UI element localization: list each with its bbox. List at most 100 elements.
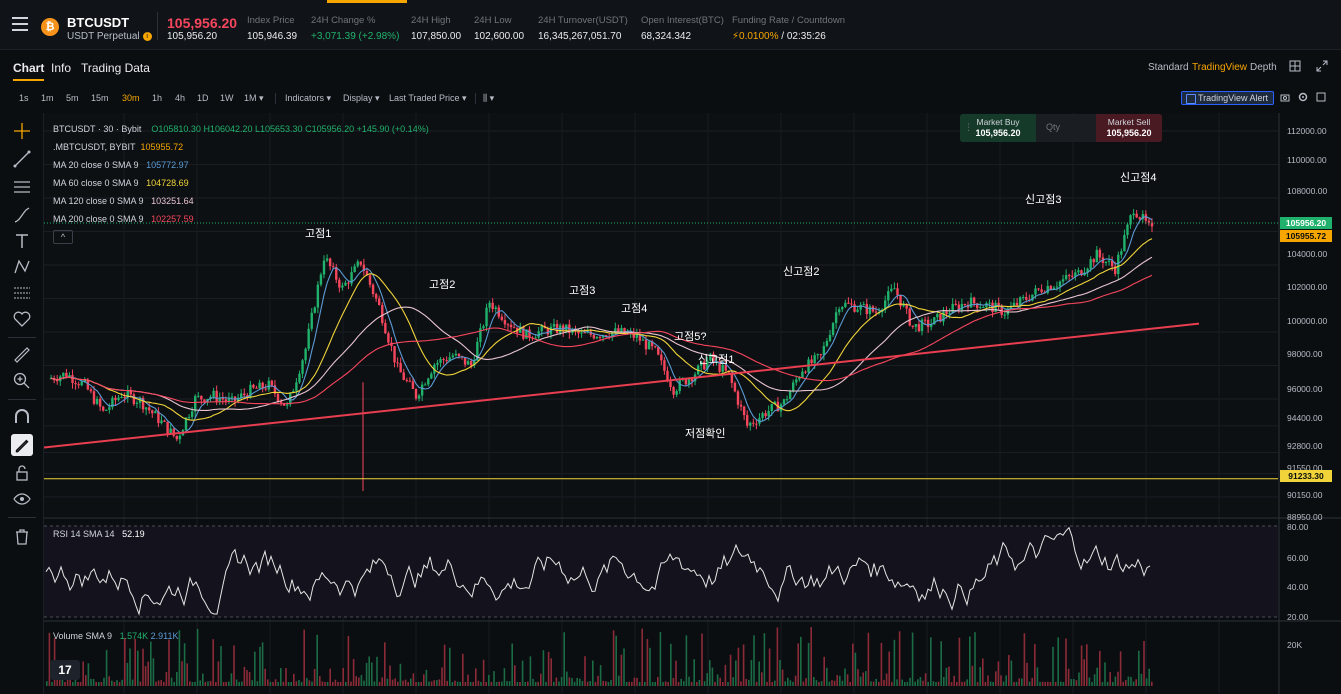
- view-depth[interactable]: Depth: [1250, 62, 1277, 73]
- view-standard[interactable]: Standard: [1148, 62, 1189, 73]
- chart-area[interactable]: [44, 113, 1341, 694]
- volume-bar: [326, 681, 329, 686]
- timeframe-1m[interactable]: 1m: [41, 93, 54, 103]
- lock-icon[interactable]: [12, 463, 32, 483]
- candle-body: [190, 411, 194, 417]
- rsi-axis-label: 80.00: [1287, 522, 1309, 532]
- fullscreen-chart-icon[interactable]: [1316, 92, 1326, 102]
- volume-bar: [828, 681, 831, 686]
- timeframe-1m-month[interactable]: 1M ▾: [244, 93, 264, 103]
- volume-bar: [644, 682, 646, 686]
- menu-icon[interactable]: [12, 17, 28, 31]
- volume-bar: [703, 681, 706, 686]
- legend-collapse-button[interactable]: ^: [53, 230, 73, 244]
- volume-bar: [654, 681, 656, 686]
- candle-body: [448, 357, 451, 362]
- candle-body: [89, 389, 93, 392]
- volume-bar: [573, 681, 576, 686]
- volume-bar: [355, 676, 357, 686]
- volume-bar: [243, 666, 246, 686]
- volume-bar: [298, 680, 300, 686]
- volume-bar: [657, 676, 659, 686]
- drag-handle-icon[interactable]: ⋮: [964, 122, 973, 132]
- volume-bar: [61, 677, 64, 686]
- indicators-menu[interactable]: Indicators ▾: [285, 93, 332, 103]
- volume-bar: [295, 681, 298, 686]
- price-type-menu[interactable]: Last Traded Price ▾: [389, 93, 467, 103]
- qty-input[interactable]: Qty: [1046, 122, 1061, 132]
- zoom-in-icon[interactable]: [12, 371, 32, 391]
- brush-icon[interactable]: [12, 205, 32, 225]
- drawing-mode-toggle[interactable]: [11, 434, 33, 456]
- candle-body: [948, 312, 951, 315]
- volume-bar: [64, 681, 66, 686]
- tradingview-alert-button[interactable]: TradingView Alert: [1181, 91, 1275, 105]
- candle-body: [111, 397, 114, 408]
- settings-gear-icon[interactable]: [1298, 92, 1308, 102]
- volume-bar: [503, 668, 506, 686]
- camera-icon[interactable]: [1280, 92, 1290, 102]
- layout-grid-icon[interactable]: [1289, 60, 1301, 72]
- candle-body: [595, 336, 599, 339]
- tab-chart[interactable]: Chart: [13, 61, 45, 81]
- candle-body: [264, 388, 267, 390]
- candle-body: [92, 391, 96, 404]
- candle-body: [902, 304, 905, 307]
- candle-body: [132, 394, 136, 404]
- volume-bar: [98, 681, 100, 686]
- candle-body: [184, 417, 188, 430]
- ruler-icon[interactable]: [12, 345, 32, 365]
- tradingview-logo[interactable]: 17: [50, 660, 80, 680]
- trash-icon[interactable]: [12, 527, 32, 547]
- info-icon[interactable]: i: [142, 31, 152, 41]
- favorite-heart-icon[interactable]: [12, 309, 32, 329]
- volume-bar: [820, 681, 823, 686]
- volume-bar: [1078, 672, 1080, 686]
- symbol-name[interactable]: BTCUSDT: [67, 15, 130, 30]
- price-chart-canvas[interactable]: [44, 113, 1341, 694]
- volume-bar: [259, 646, 261, 686]
- display-menu[interactable]: Display ▾: [343, 93, 380, 103]
- candle-body: [1061, 279, 1065, 282]
- market-sell-button[interactable]: Market Sell 105,956.20: [1096, 114, 1162, 142]
- fibonacci-icon[interactable]: [12, 283, 32, 303]
- tab-info[interactable]: Info: [51, 61, 72, 75]
- fullscreen-icon[interactable]: [1316, 60, 1328, 72]
- candle-body: [424, 384, 427, 386]
- timeframe-30m[interactable]: 30m: [122, 93, 140, 103]
- trend-line-icon[interactable]: [12, 149, 32, 169]
- horizontal-lines-icon[interactable]: [12, 177, 32, 197]
- volume-bar: [989, 681, 992, 686]
- market-buy-button[interactable]: Market Buy 105,956.20: [960, 114, 1036, 142]
- volume-bar: [238, 681, 240, 686]
- price-axis-label: 100000.00: [1287, 316, 1328, 326]
- candle-body: [635, 334, 638, 338]
- timeframe-1s[interactable]: 1s: [19, 93, 29, 103]
- volume-bar: [984, 681, 987, 686]
- timeframe-4h[interactable]: 4h: [175, 93, 186, 103]
- volume-bar: [1088, 677, 1091, 686]
- timeframe-5m[interactable]: 5m: [66, 93, 79, 103]
- view-tradingview[interactable]: TradingView: [1192, 62, 1248, 73]
- timeframe-15m[interactable]: 15m: [91, 93, 109, 103]
- symbol-subtitle: USDT Perpetual i: [67, 31, 152, 42]
- volume-bar: [1005, 675, 1007, 686]
- timeframe-1d[interactable]: 1D: [197, 93, 209, 103]
- crosshair-icon[interactable]: [12, 121, 32, 141]
- candle-style-menu[interactable]: ⫼ ▾: [483, 93, 495, 103]
- volume-legend: Volume SMA 9 1.574K 2.911K: [53, 631, 178, 641]
- text-tool-icon[interactable]: [12, 231, 32, 251]
- toolbar-divider: [475, 93, 476, 104]
- timeframe-1w[interactable]: 1W: [220, 93, 234, 103]
- magnet-icon[interactable]: [12, 407, 32, 427]
- eye-icon[interactable]: [12, 489, 32, 509]
- candle-body: [997, 302, 1000, 306]
- candle-body: [700, 361, 703, 366]
- tab-trading-data[interactable]: Trading Data: [81, 61, 150, 75]
- pattern-icon[interactable]: [12, 257, 32, 277]
- volume-bar: [1101, 681, 1104, 686]
- volume-bar: [508, 681, 511, 686]
- timeframe-1h[interactable]: 1h: [152, 93, 163, 103]
- volume-bar: [248, 671, 251, 686]
- volume-bar: [1060, 681, 1062, 686]
